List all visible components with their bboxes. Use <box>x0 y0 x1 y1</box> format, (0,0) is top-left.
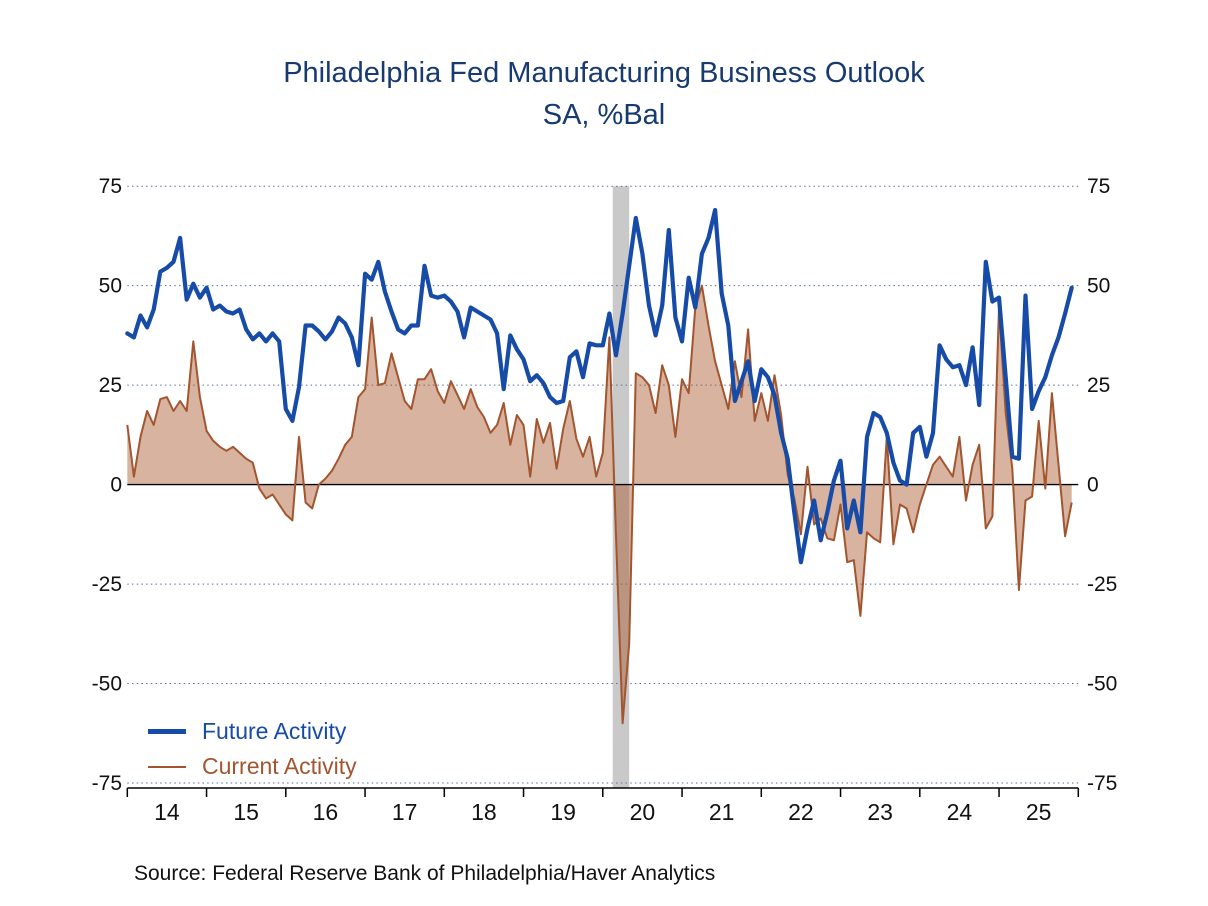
x-axis-label-14: 14 <box>154 799 180 825</box>
x-axis-label-21: 21 <box>709 799 735 825</box>
y-axis-label-left--25: -25 <box>92 573 122 596</box>
current-activity-swatch-icon <box>148 765 186 768</box>
source-attribution: Source: Federal Reserve Bank of Philadel… <box>134 862 716 885</box>
x-axis-label-16: 16 <box>313 799 339 825</box>
x-axis-label-20: 20 <box>630 799 656 825</box>
x-axis-label-18: 18 <box>471 799 497 825</box>
y-axis-label-right--25: -25 <box>1087 573 1117 596</box>
y-axis-label-right-50: 50 <box>1087 275 1110 298</box>
y-axis-label-left-25: 25 <box>99 374 122 397</box>
x-axis-label-24: 24 <box>947 799 973 825</box>
x-axis-label-23: 23 <box>867 799 893 825</box>
legend-label-current-activity: Current Activity <box>202 753 357 779</box>
chart-title-block: Philadelphia Fed Manufacturing Business … <box>0 52 1208 136</box>
future-activity-line <box>125 208 1074 565</box>
future-activity-swatch-icon <box>148 729 186 734</box>
y-axis-label-right--75: -75 <box>1087 772 1117 795</box>
current-activity-area <box>127 285 1072 724</box>
y-axis-label-left--50: -50 <box>92 673 122 696</box>
legend: Future Activity Current Activity <box>148 714 357 784</box>
current-activity-line <box>126 284 1073 725</box>
y-axis-label-left--75: -75 <box>92 772 122 795</box>
x-axis-label-22: 22 <box>788 799 814 825</box>
legend-item-future-activity: Future Activity <box>148 714 357 749</box>
y-axis-label-right-25: 25 <box>1087 374 1110 397</box>
y-axis-label-right-0: 0 <box>1087 474 1099 497</box>
y-axis-label-right--50: -50 <box>1087 673 1117 696</box>
x-axis-label-19: 19 <box>550 799 576 825</box>
y-axis-label-right-75: 75 <box>1087 175 1110 198</box>
y-axis-label-left-75: 75 <box>99 175 122 198</box>
y-axis-label-left-0: 0 <box>110 474 122 497</box>
x-axis-label-25: 25 <box>1026 799 1052 825</box>
x-axis-label-15: 15 <box>233 799 259 825</box>
chart-title: Philadelphia Fed Manufacturing Business … <box>283 57 925 89</box>
legend-item-current-activity: Current Activity <box>148 749 357 784</box>
chart-subtitle: SA, %Bal <box>542 99 666 132</box>
x-axis-label-17: 17 <box>392 799 418 825</box>
legend-label-future-activity: Future Activity <box>202 718 347 744</box>
y-axis-label-left-50: 50 <box>99 275 122 298</box>
